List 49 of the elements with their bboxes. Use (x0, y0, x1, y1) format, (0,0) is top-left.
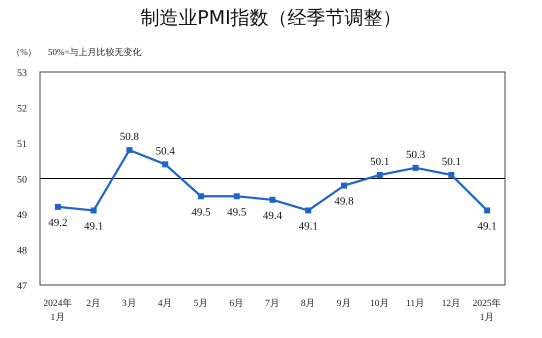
x-tick-label: 9月 (336, 298, 352, 309)
x-tick-label: 3月 (122, 298, 137, 309)
x-tick-label: 5月 (194, 298, 208, 309)
x-tick-label: 10月 (370, 298, 390, 309)
y-axis-title: （%） (11, 47, 37, 57)
y-tick-label: 50 (17, 174, 27, 186)
point (270, 196, 276, 203)
y-tick-label: 53 (17, 68, 27, 79)
data-label: 50.4 (156, 145, 176, 158)
x-tick-label: 2月 (86, 298, 102, 309)
point (162, 161, 168, 168)
point (234, 193, 240, 200)
data-label: 49.2 (48, 216, 68, 229)
point (54, 204, 61, 210)
y-tick-label: 51 (17, 139, 27, 150)
data-label: 49.1 (298, 220, 318, 232)
x-tick-label: 11月 (406, 298, 426, 309)
data-label: 50.8 (120, 131, 140, 144)
data-label: 50.3 (406, 148, 426, 161)
x-tick-label: 8月 (300, 298, 316, 309)
data-label: 49.1 (477, 220, 497, 232)
x-tick-label: 6月 (229, 298, 244, 309)
x-tick-label: 12月 (442, 298, 462, 309)
point (412, 164, 419, 171)
x-tick-label: 4月 (158, 298, 173, 309)
point (484, 207, 490, 214)
point (126, 147, 132, 154)
data-label: 50.1 (370, 156, 390, 168)
data-label: 49.5 (191, 206, 212, 218)
text: 50%=与上月比较无变化 (48, 47, 142, 57)
x-tick-label: 7月 (265, 298, 280, 309)
point (448, 172, 454, 178)
point (198, 193, 204, 200)
data-label: 49.5 (227, 206, 247, 218)
y-tick-label: 47 (17, 281, 27, 292)
x-tick-label: 2025年 1月 (472, 297, 502, 323)
data-label: 49.8 (334, 196, 354, 208)
data-label: 50.1 (442, 156, 461, 168)
data-label: 49.1 (84, 220, 104, 232)
chart-title: 制造业PMI指数（经季节调整） (140, 7, 402, 29)
y-tick-label: 52 (17, 104, 27, 114)
y-tick-label: 49 (17, 210, 27, 221)
point (90, 207, 97, 214)
data-label: 49.4 (262, 210, 283, 222)
y-tick-label: 48 (17, 246, 27, 256)
x-tick-label: 2024年 1月 (43, 297, 72, 323)
point (305, 207, 312, 214)
point (341, 182, 348, 189)
point (376, 172, 383, 178)
